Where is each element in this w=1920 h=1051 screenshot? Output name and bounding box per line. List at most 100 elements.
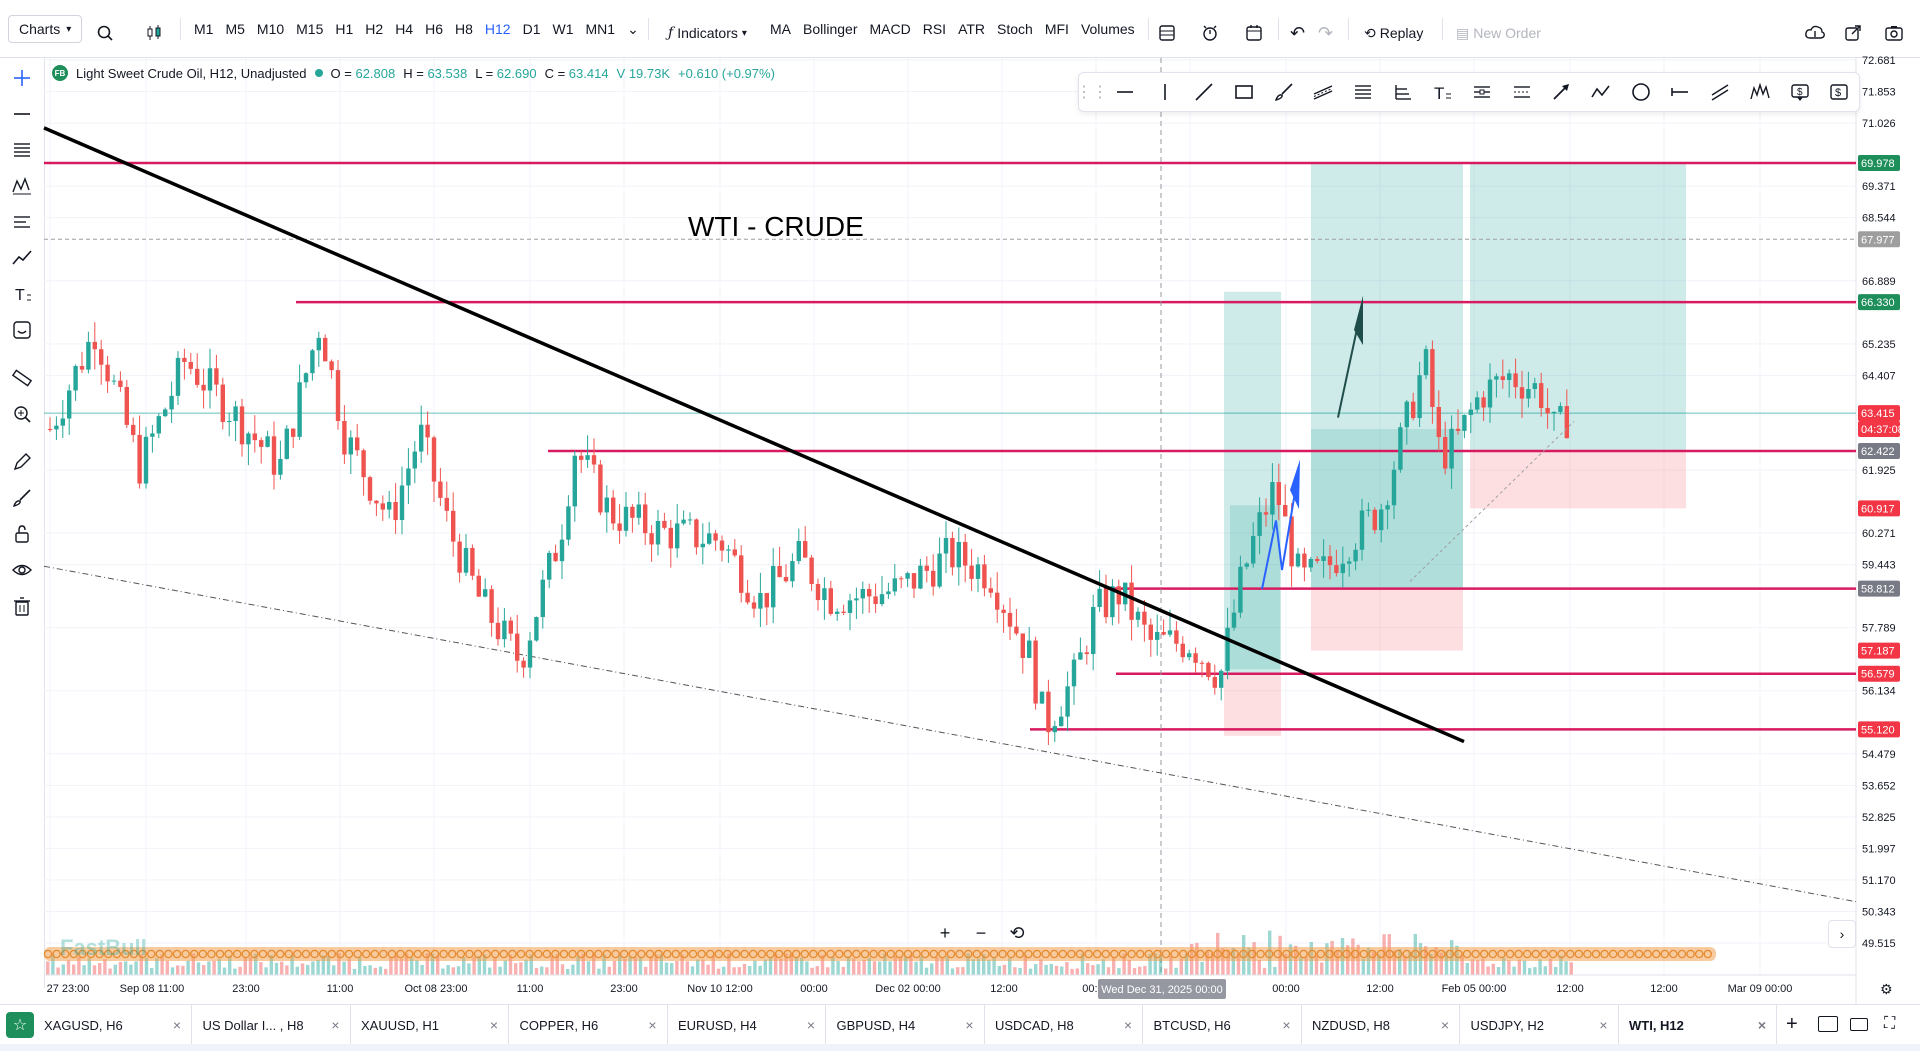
pitchfork-icon[interactable] bbox=[1462, 73, 1502, 111]
axis-settings-gear-icon[interactable]: ⚙ bbox=[1880, 982, 1893, 998]
magnet-pen-icon[interactable] bbox=[10, 450, 34, 474]
cloud-save-icon[interactable] bbox=[1798, 0, 1832, 66]
symbol-title[interactable]: Light Sweet Crude Oil, H12, Unadjusted bbox=[76, 65, 307, 81]
horizontal-line-icon[interactable] bbox=[10, 102, 34, 126]
indicator-mfi[interactable]: MFI bbox=[1044, 21, 1069, 37]
timeframe-mn1[interactable]: MN1 bbox=[585, 21, 616, 37]
indicator-rsi[interactable]: RSI bbox=[922, 21, 947, 37]
indicator-macd[interactable]: MACD bbox=[869, 21, 911, 37]
close-tab-icon[interactable]: × bbox=[1440, 1017, 1449, 1033]
close-tab-icon[interactable]: × bbox=[1757, 1017, 1766, 1033]
indicator-bollinger[interactable]: Bollinger bbox=[803, 21, 858, 37]
timeframe-w1[interactable]: W1 bbox=[552, 21, 574, 37]
close-tab-icon[interactable]: × bbox=[1123, 1017, 1132, 1033]
parallel-channel-icon[interactable] bbox=[1303, 73, 1343, 111]
timeframe-m5[interactable]: M5 bbox=[225, 21, 245, 37]
indicator-atr[interactable]: ATR bbox=[958, 21, 986, 37]
close-tab-icon[interactable]: × bbox=[331, 1017, 340, 1033]
vertical-line-tool-icon[interactable] bbox=[1145, 73, 1185, 111]
fib-extension-icon[interactable] bbox=[1383, 73, 1423, 111]
timeframe-d1[interactable]: D1 bbox=[522, 21, 541, 37]
rectangle-tool-icon[interactable] bbox=[1224, 73, 1264, 111]
zoom-in-button[interactable]: + bbox=[939, 922, 951, 943]
lock-icon[interactable] bbox=[10, 522, 34, 546]
zoom-in-icon[interactable] bbox=[10, 402, 34, 426]
symbol-tab[interactable]: BTCUSD, H6 × bbox=[1144, 1005, 1302, 1045]
timeframe-h12[interactable]: H12 bbox=[484, 21, 511, 37]
symbol-tab[interactable]: US Dollar I... , H8 × bbox=[193, 1005, 351, 1045]
share-icon[interactable] bbox=[1838, 0, 1868, 66]
single-layout-icon[interactable] bbox=[1850, 1018, 1868, 1031]
timeframe-h1[interactable]: H1 bbox=[335, 21, 354, 37]
double-line-icon[interactable] bbox=[1700, 73, 1740, 111]
text-tool-icon[interactable]: T bbox=[1423, 73, 1463, 111]
fullscreen-icon[interactable]: ⛶ bbox=[1884, 1015, 1896, 1032]
candles-type-icon[interactable] bbox=[138, 0, 170, 66]
symbol-tab[interactable]: XAUUSD, H1 × bbox=[351, 1005, 509, 1045]
horizontal-ray-icon[interactable] bbox=[1661, 73, 1701, 111]
scroll-right-icon[interactable]: › bbox=[1828, 920, 1856, 948]
brush-tool-icon[interactable] bbox=[1264, 73, 1304, 111]
alert-clock-icon[interactable] bbox=[1194, 0, 1226, 66]
eye-icon[interactable] bbox=[10, 558, 34, 582]
pattern-icon[interactable] bbox=[10, 174, 34, 198]
emoji-sticker-icon[interactable] bbox=[10, 318, 34, 342]
drag-handle-icon[interactable]: ⋮⋮ bbox=[1076, 84, 1108, 101]
symbol-tab[interactable]: EURUSD, H4 × bbox=[668, 1005, 826, 1045]
symbol-tab[interactable]: NZDUSD, H8 × bbox=[1302, 1005, 1460, 1045]
layout-icon[interactable] bbox=[1152, 0, 1182, 66]
screenshot-icon[interactable] bbox=[1878, 0, 1910, 66]
favorites-star-icon[interactable]: ☆ bbox=[6, 1012, 34, 1038]
redo-icon[interactable]: ↷ bbox=[1318, 22, 1334, 43]
text-tool-icon[interactable]: T bbox=[10, 282, 34, 306]
timeframe-m10[interactable]: M10 bbox=[256, 21, 285, 37]
trash-icon[interactable] bbox=[10, 594, 34, 618]
symbol-tab[interactable]: COPPER, H6 × bbox=[510, 1005, 668, 1045]
timeframe-m1[interactable]: M1 bbox=[194, 21, 214, 37]
price-chart[interactable]: WTI - CRUDE FastBull 27 23:00 Sep 08 11:00 2… bbox=[0, 0, 1920, 1004]
indicators-button[interactable]: ƒ Indicators ▾ bbox=[662, 0, 753, 66]
symbol-tab[interactable]: GBPUSD, H4 × bbox=[827, 1005, 985, 1045]
symbol-tab[interactable]: USDCAD, H8 × bbox=[985, 1005, 1143, 1045]
elliott-wave-icon[interactable] bbox=[1740, 73, 1780, 111]
symbol-tab[interactable]: USDJPY, H2 × bbox=[1461, 1005, 1619, 1045]
timeframe-h4[interactable]: H4 bbox=[395, 21, 414, 37]
close-tab-icon[interactable]: × bbox=[648, 1017, 657, 1033]
ruler-icon[interactable] bbox=[10, 366, 34, 390]
path-tool-icon[interactable] bbox=[1581, 73, 1621, 111]
timeframe-m15[interactable]: M15 bbox=[296, 21, 324, 37]
indicator-volumes[interactable]: Volumes bbox=[1080, 21, 1135, 37]
indicator-stoch[interactable]: Stoch bbox=[997, 21, 1033, 37]
close-tab-icon[interactable]: × bbox=[806, 1017, 815, 1033]
circle-tool-icon[interactable] bbox=[1621, 73, 1661, 111]
timeframe-h8[interactable]: H8 bbox=[455, 21, 473, 37]
calendar-icon[interactable] bbox=[1238, 0, 1270, 66]
price-range-icon[interactable]: $ bbox=[1819, 73, 1859, 111]
undo-icon[interactable]: ↶ bbox=[1290, 22, 1306, 43]
horizontal-line-tool-icon[interactable] bbox=[1105, 73, 1145, 111]
symbol-tab[interactable]: WTI, H12 × bbox=[1619, 1005, 1777, 1045]
crosshair-plus-icon[interactable] bbox=[10, 66, 34, 90]
new-order-button[interactable]: ▤ New Order bbox=[1450, 0, 1547, 66]
arrow-tool-icon[interactable] bbox=[1542, 73, 1582, 111]
trend-line-icon[interactable] bbox=[10, 246, 34, 270]
split-layout-icon[interactable] bbox=[1818, 1016, 1838, 1032]
symbol-tab[interactable]: XAGUSD, H6 × bbox=[34, 1005, 192, 1045]
ray-tool-icon[interactable] bbox=[1184, 73, 1224, 111]
brush-icon[interactable] bbox=[10, 486, 34, 510]
add-tab-icon[interactable]: + bbox=[1786, 1013, 1798, 1035]
replay-button[interactable]: ⟲ Replay bbox=[1358, 0, 1429, 66]
indicator-ma[interactable]: MA bbox=[770, 21, 791, 37]
close-tab-icon[interactable]: × bbox=[1282, 1017, 1291, 1033]
fib-levels-icon[interactable] bbox=[1343, 73, 1383, 111]
price-label-icon[interactable]: $ bbox=[1780, 73, 1820, 111]
fib-retracement-icon[interactable] bbox=[10, 138, 34, 162]
zoom-out-button[interactable]: − bbox=[975, 922, 987, 943]
reset-zoom-icon[interactable]: ⟲ bbox=[1009, 922, 1025, 943]
close-tab-icon[interactable]: × bbox=[489, 1017, 498, 1033]
charts-menu-button[interactable]: Charts ▾ bbox=[8, 15, 83, 43]
close-tab-icon[interactable]: × bbox=[1599, 1017, 1608, 1033]
close-tab-icon[interactable]: × bbox=[965, 1017, 974, 1033]
timeframe-h2[interactable]: H2 bbox=[365, 21, 384, 37]
close-tab-icon[interactable]: × bbox=[172, 1017, 181, 1033]
